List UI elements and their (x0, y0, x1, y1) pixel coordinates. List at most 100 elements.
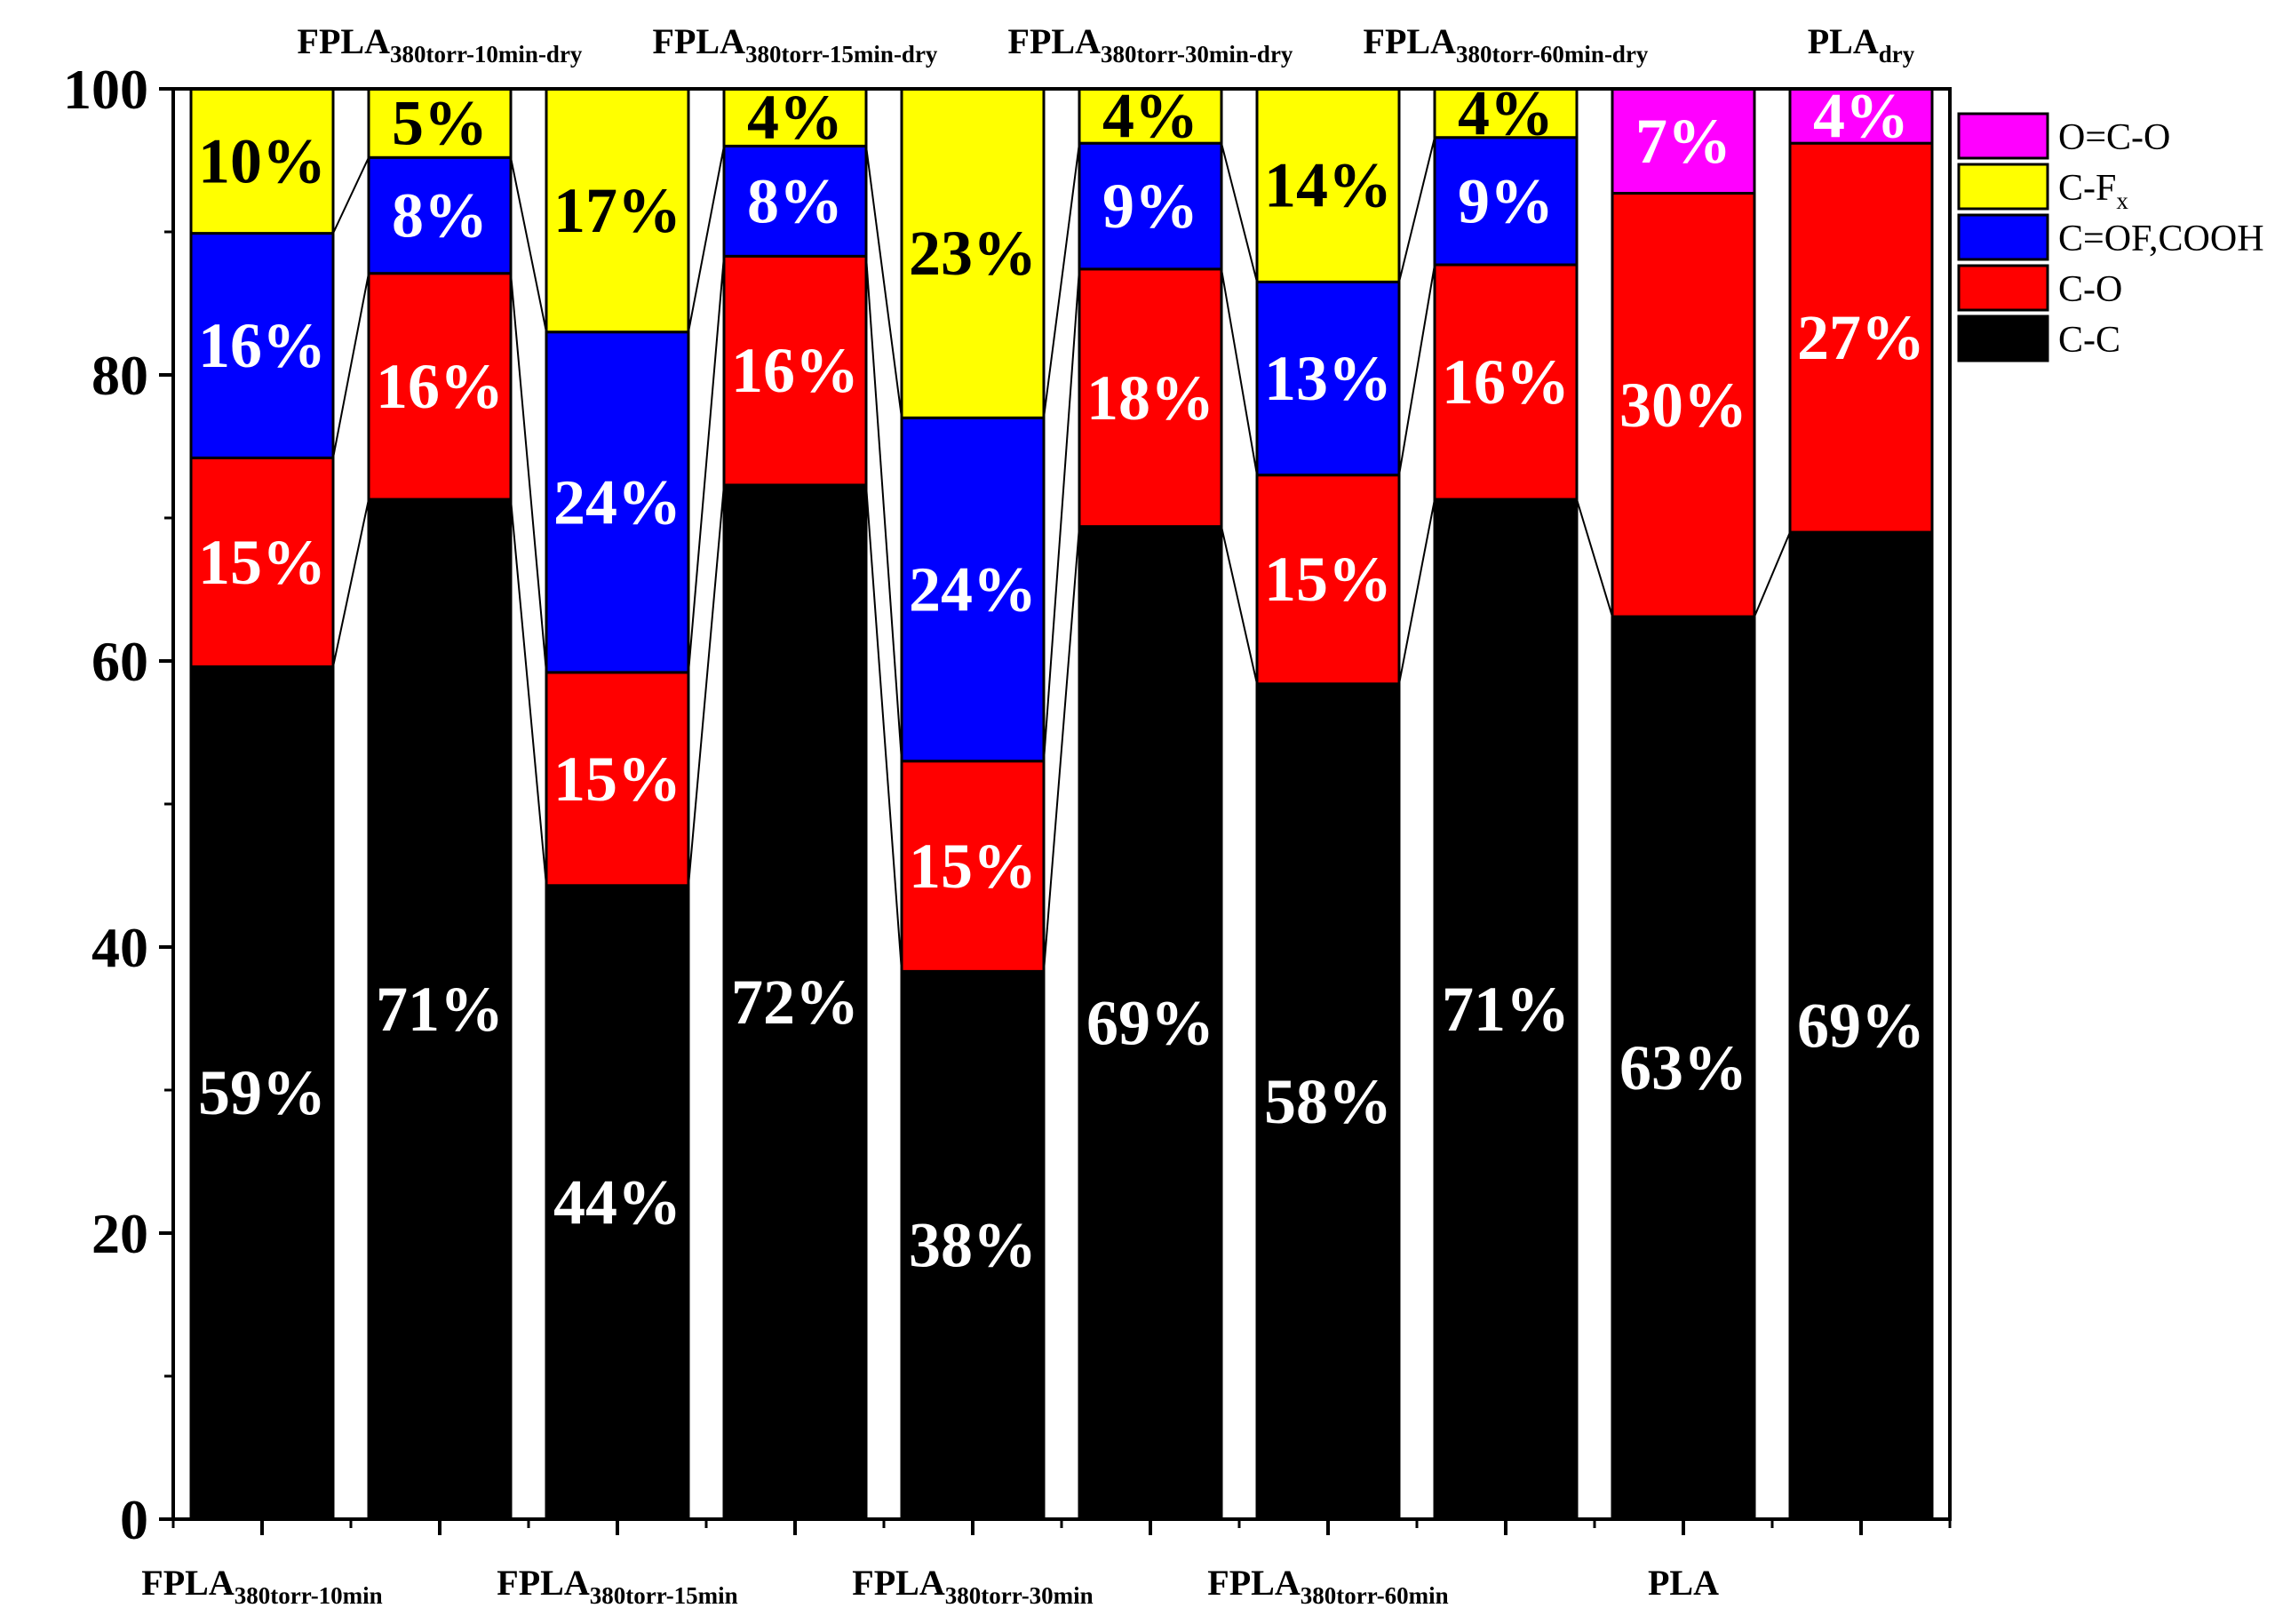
connector-line (1398, 498, 1436, 684)
connector-line (688, 484, 725, 886)
bar-data-label: 4% (747, 82, 843, 153)
bar-segment-c-f (545, 87, 690, 334)
bar-segment-c-c (1255, 682, 1401, 1521)
bar-segment-c-c (900, 969, 1046, 1521)
bar-segment-c-f (1078, 87, 1223, 145)
bar-segment-c-c (189, 665, 335, 1521)
bar-segment-c-o (1611, 192, 1756, 618)
y-tick-label: 100 (63, 58, 148, 121)
y-tick-label: 0 (120, 1488, 148, 1551)
bar-segment-c-c (1611, 615, 1756, 1521)
bar-data-label: 18% (1086, 362, 1214, 434)
bar-segment-c-c (367, 498, 513, 1521)
connector-line (510, 498, 547, 886)
bar-segment-c-of-cooh (722, 144, 868, 258)
legend-swatch (1957, 112, 2049, 160)
connector-line (1398, 137, 1436, 283)
bar-segment-c-f (367, 87, 513, 159)
bar-segment-c-f (1433, 87, 1579, 139)
bar-data-label: 10% (198, 125, 326, 196)
bar-segment-c-c (1078, 525, 1223, 1521)
x-category-label: PLAdry (1808, 21, 1915, 68)
x-category-label: FPLA380torr-10min (141, 1563, 382, 1609)
bar-data-label: 4% (1813, 81, 1909, 152)
bar-data-label: 30% (1619, 370, 1747, 441)
x-category-label: FPLA380torr-15min (497, 1563, 737, 1609)
connector-line (1398, 264, 1436, 475)
bar-data-label: 16% (731, 335, 859, 406)
bar-segment-c-of-cooh (1255, 280, 1401, 477)
bar-data-label: 5% (392, 88, 488, 159)
connector-line (1043, 143, 1080, 418)
bar-data-label: 4% (1102, 81, 1198, 152)
bar-segment-c-of-cooh (900, 416, 1046, 763)
connector-line (1221, 268, 1258, 475)
connector-line (332, 273, 370, 458)
x-category-label: FPLA380torr-60min-dry (1364, 21, 1649, 68)
bar-data-label: 16% (1442, 346, 1570, 418)
bar-data-label: 8% (747, 165, 843, 236)
bar-data-label: 14% (1264, 150, 1392, 221)
connector-line (1221, 142, 1258, 283)
legend-swatch (1957, 163, 2049, 211)
bar-data-label: 15% (1264, 544, 1392, 615)
connector-line (1754, 531, 1791, 617)
bar-segment-o-c-o (1611, 87, 1756, 195)
bar-data-label: 71% (376, 974, 504, 1045)
bar-segment-c-of-cooh (367, 155, 513, 275)
x-category-label: FPLA380torr-10min-dry (298, 21, 583, 68)
legend-swatch (1957, 264, 2049, 312)
bar-data-label: 59% (198, 1057, 326, 1128)
bar-data-label: 15% (198, 527, 326, 598)
bar-data-label: 15% (553, 744, 681, 815)
bar-data-label: 7% (1635, 106, 1731, 177)
bar-data-label: 8% (392, 179, 488, 251)
bar-data-label: 72% (731, 967, 859, 1038)
x-category-label: FPLA380torr-30min (852, 1563, 1093, 1609)
bar-segment-c-c (1433, 498, 1579, 1521)
bar-segment-c-f (1255, 87, 1401, 283)
connector-line (1043, 526, 1080, 972)
bar-segment-c-f (722, 87, 868, 147)
legend-label: C-O (2058, 269, 2122, 310)
x-category-label: FPLA380torr-60min (1207, 1563, 1448, 1609)
bar-segment-c-o (1788, 141, 1934, 534)
bar-data-label: 9% (1102, 171, 1198, 242)
bar-data-label: 9% (1458, 165, 1554, 236)
connector-line (1043, 268, 1080, 761)
x-category-label: FPLA380torr-15min-dry (653, 21, 938, 68)
legend-label: O=C-O (2058, 117, 2170, 158)
y-tick-label: 80 (91, 344, 148, 407)
legend: O=C-O C-Fx C=OF,COOH C-O C-C (1957, 112, 2264, 362)
bar-segment-c-f (189, 87, 335, 235)
bar-segment-c-of-cooh (1078, 141, 1223, 271)
legend-swatch (1957, 314, 2049, 362)
bar-segment-c-o (1433, 263, 1579, 501)
connector-line (865, 256, 903, 761)
bar-data-label: 38% (909, 1210, 1037, 1281)
legend-label: C-C (2058, 320, 2120, 361)
bar-data-label: 13% (1264, 343, 1392, 414)
connector-line (510, 273, 547, 673)
bar-segment-c-of-cooh (545, 330, 690, 674)
connector-line (332, 156, 370, 235)
bar-data-label: 44% (553, 1166, 681, 1238)
connector-line (1221, 526, 1258, 684)
bar-data-label: 27% (1797, 302, 1925, 373)
connector-line (332, 498, 370, 667)
connector-line (865, 146, 903, 418)
bar-segment-c-o (367, 272, 513, 501)
connector-line (688, 256, 725, 673)
bar-segment-c-c (722, 483, 868, 1521)
bar-data-label: 16% (376, 351, 504, 422)
bar-data-label: 69% (1797, 991, 1925, 1062)
bar-data-label: 17% (553, 175, 681, 246)
bar-data-label: 63% (1619, 1032, 1747, 1103)
bar-data-label: 15% (909, 831, 1037, 902)
bar-segment-c-o (189, 456, 335, 668)
bar-segment-c-o (1255, 474, 1401, 686)
bar-data-label: 71% (1442, 974, 1570, 1045)
connector-line (510, 157, 547, 332)
bar-data-label: 69% (1086, 987, 1214, 1058)
bar-segment-o-c-o (1788, 87, 1934, 145)
